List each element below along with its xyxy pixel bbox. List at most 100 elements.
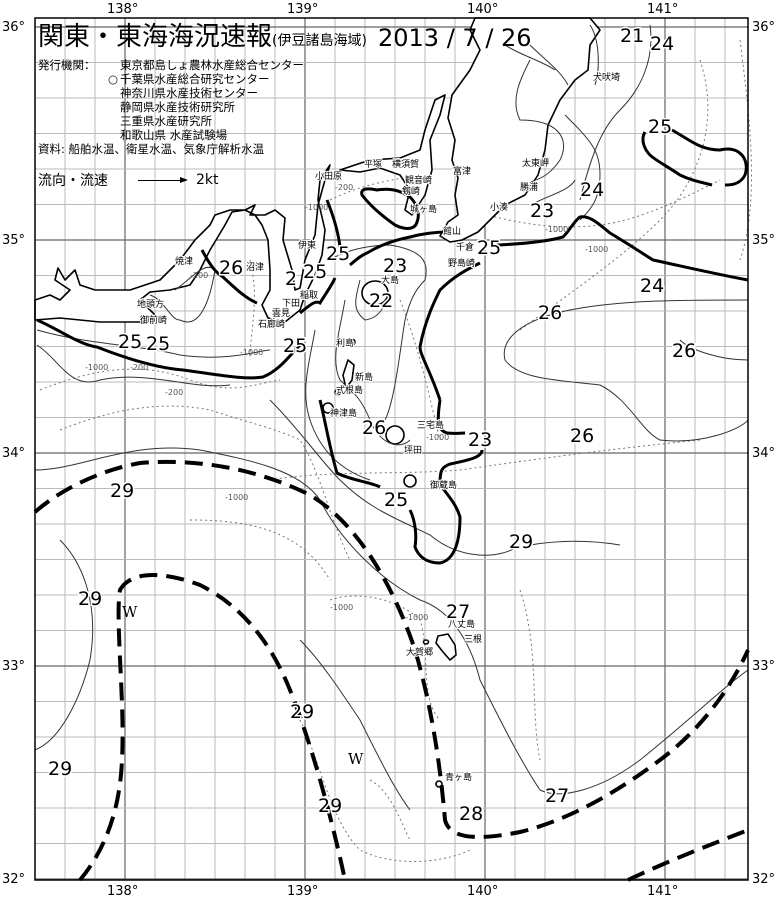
place-name: 富津 <box>453 165 471 177</box>
place-name: 千倉 <box>456 241 474 253</box>
issuer-item: 発行機関： 東京都島しょ農林水産総合センター <box>38 58 367 72</box>
isobath-label: -1000 <box>426 433 449 442</box>
place-name: 坪田 <box>404 445 422 456</box>
place-name: 野島崎 <box>448 257 475 269</box>
niijima <box>342 359 355 389</box>
place-name: 沼津 <box>246 262 264 273</box>
latitude-label-right: 33° <box>752 659 775 674</box>
issuer-item: ○ 千葉県水産総合研究センター <box>38 72 367 86</box>
latitude-label-left: 34° <box>2 446 25 461</box>
longitude-label-bottom: 138° <box>107 884 138 899</box>
longitude-label-top: 138° <box>107 2 138 17</box>
place-name: 御前崎 <box>140 314 167 326</box>
issuer-name: 和歌山県 水産試験場 <box>120 128 228 142</box>
isotherm-label: 26 <box>570 425 594 447</box>
isotherm-label: 26 <box>362 417 386 439</box>
isotherms-thick <box>36 128 749 565</box>
longitude-label-bottom: 141° <box>647 884 678 899</box>
isotherm-label: 23 <box>468 429 492 451</box>
data-sources: 資料: 船舶水温、衛星水温、気象庁解析水温 <box>38 142 265 156</box>
isotherm-label: 29 <box>290 701 314 723</box>
isotherm-label: 25 <box>146 333 170 355</box>
isotherm-label: 25 <box>326 243 350 265</box>
isotherm-label: 26 <box>219 257 243 279</box>
legend-label: 流向・流速 <box>38 173 108 189</box>
isotherm-label: 29 <box>78 588 102 610</box>
place-name: 稲取 <box>300 289 318 301</box>
warm-water-mark: W <box>348 750 364 768</box>
arrow-icon <box>138 176 188 183</box>
issuer-item: 静岡県水産技術研究所 <box>38 100 367 114</box>
place-name: 石廊崎 <box>258 318 285 330</box>
header: 関東・東海海況速報(伊豆諸島海域) 発行機関： 東京都島しょ農林水産総合センター ○… <box>38 22 367 190</box>
place-name: 新島 <box>355 371 373 383</box>
place-name: 平塚 <box>364 159 382 170</box>
isotherm-label: 26 <box>538 302 562 324</box>
issuer-label <box>38 100 120 114</box>
hachijo-kojima <box>422 639 430 645</box>
longitude-label-top: 140° <box>467 2 498 17</box>
issuer-label <box>38 128 120 142</box>
issuer-item: 神奈川県水産技術センター <box>38 86 367 100</box>
place-name: 犬吠埼 <box>593 71 620 83</box>
place-name: 小田原 <box>315 171 342 182</box>
isotherm-label: 29 <box>48 758 72 780</box>
isotherm-label: 25 <box>303 261 327 283</box>
place-name: 御蔵島 <box>430 479 457 491</box>
longitude-label-top: 139° <box>287 2 318 17</box>
isobath-label: -1000 <box>305 203 328 212</box>
issuer-name: 神奈川県水産技術センター <box>120 86 258 100</box>
place-name: 焼津 <box>175 256 193 267</box>
issuer-label <box>38 114 120 128</box>
isotherm-label: 25 <box>477 237 501 259</box>
place-name: 式根島 <box>336 384 363 396</box>
isotherm-label: 24 <box>650 33 674 55</box>
warm-water-mark: W <box>122 603 138 621</box>
isobath-label: -1000 <box>330 603 353 612</box>
current-legend: 流向・流速 2kt <box>38 170 367 190</box>
isobath-label: -200 <box>165 388 183 397</box>
isobath-label: -1000 <box>225 493 248 502</box>
isobath-label: -200 <box>335 183 353 192</box>
isotherm-label: 27 <box>545 785 569 807</box>
issuer-item: 和歌山県 水産試験場 <box>38 128 367 142</box>
latitude-label-left: 32° <box>2 872 25 887</box>
isobath-label: -200 <box>190 271 208 280</box>
place-name: 大島 <box>381 274 399 286</box>
miyakejima <box>385 425 405 445</box>
place-name: 横須賀 <box>392 158 419 170</box>
place-name: 雲見 <box>272 308 290 319</box>
place-name: 小湊 <box>490 201 508 213</box>
isobath-label: -1000 <box>585 245 608 254</box>
place-name: 館山 <box>443 225 461 237</box>
place-name: 青ヶ島 <box>445 771 472 783</box>
longitude-label-bottom: 140° <box>467 884 498 899</box>
longitude-label-top: 141° <box>647 2 678 17</box>
isotherm-label: 22 <box>369 290 393 312</box>
latitude-label-right: 32° <box>752 872 775 887</box>
place-name: 神津島 <box>330 407 357 419</box>
issuer-name: 東京都島しょ農林水産総合センター <box>120 58 304 72</box>
isotherm-label: 28 <box>459 803 483 825</box>
place-name: 勝浦 <box>520 181 538 193</box>
latitude-label-left: 33° <box>2 659 25 674</box>
report-subtitle: (伊豆諸島海域) <box>272 33 367 49</box>
isotherm-label: 29 <box>509 531 533 553</box>
place-name: 利島 <box>336 337 354 349</box>
issuer-label <box>38 86 120 100</box>
report-title: 関東・東海海況速報 <box>38 22 273 52</box>
isotherm-label: 2 <box>285 268 297 290</box>
isotherm-label: 25 <box>118 331 142 353</box>
issuer-name: 三重県水産研究所 <box>120 114 212 128</box>
title-row: 関東・東海海況速報(伊豆諸島海域) <box>38 22 367 56</box>
issuer-label: 発行機関： <box>38 58 96 72</box>
isobath-label: -1000 <box>545 225 568 234</box>
isotherms-dashed <box>33 459 750 882</box>
isotherm-label: 25 <box>283 335 307 357</box>
longitude-label-bottom: 139° <box>287 884 318 899</box>
miura-peninsula <box>339 94 446 216</box>
place-name: 剱崎 <box>402 185 420 197</box>
isobath-label: -1000 <box>405 613 428 622</box>
issuer-name: 静岡県水産技術研究所 <box>120 100 235 114</box>
